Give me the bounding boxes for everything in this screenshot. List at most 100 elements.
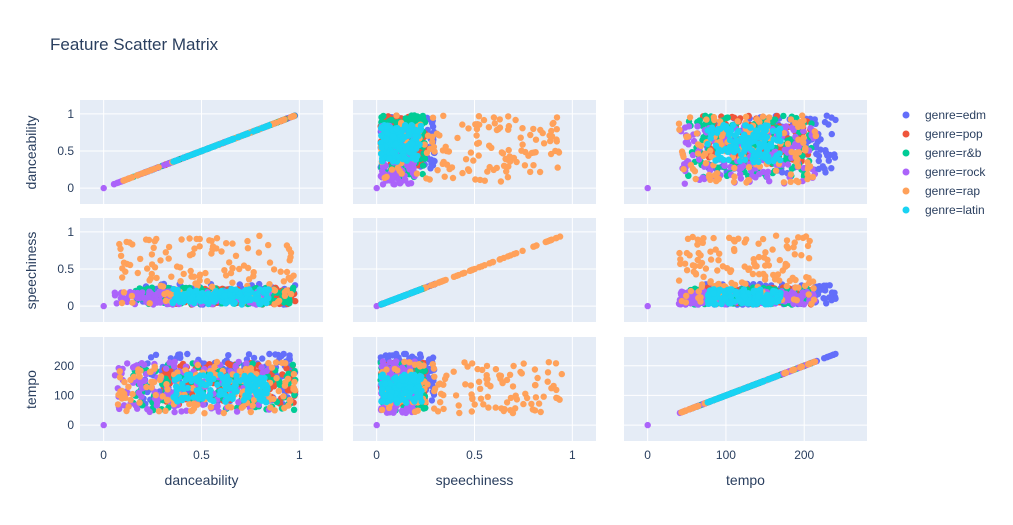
- point-rap: [742, 280, 749, 287]
- point-rap: [242, 365, 249, 373]
- panel-danceability-vs-tempo: [624, 100, 867, 206]
- point-rap: [496, 116, 503, 123]
- point-rap: [530, 125, 537, 133]
- point-rap: [285, 274, 292, 282]
- point-edm: [825, 157, 832, 164]
- point-rap: [804, 159, 811, 166]
- point-rap: [440, 112, 447, 120]
- point-latin: [415, 127, 423, 134]
- point-latin: [741, 131, 748, 138]
- point-latin: [383, 123, 391, 130]
- point-rap: [675, 277, 683, 284]
- point-rap: [283, 287, 290, 294]
- point-rap: [118, 299, 126, 307]
- point-rap: [536, 168, 544, 176]
- point-rap: [727, 267, 735, 274]
- point-rap: [475, 113, 483, 120]
- point-rap: [782, 263, 789, 270]
- point-rap: [427, 282, 435, 289]
- point-latin: [382, 136, 390, 143]
- point-rap: [244, 237, 251, 245]
- point-latin: [726, 143, 733, 151]
- point-rap: [227, 404, 235, 411]
- point-rap: [677, 256, 684, 263]
- point-latin: [407, 290, 414, 297]
- point-latin: [714, 129, 721, 136]
- point-rap: [130, 373, 138, 380]
- point-rap: [683, 292, 690, 299]
- point-latin: [393, 126, 400, 133]
- point-rock: [738, 164, 745, 171]
- point-rap: [795, 149, 803, 156]
- point-rap: [129, 390, 136, 398]
- point-rap: [413, 170, 421, 177]
- point-rap: [134, 269, 141, 277]
- point-edm: [259, 355, 266, 362]
- point-rap: [700, 235, 707, 242]
- point-latin: [413, 145, 420, 152]
- point-rap: [116, 368, 124, 375]
- point-rap: [247, 408, 254, 416]
- point-edm: [184, 350, 191, 358]
- point-rap: [157, 282, 164, 289]
- point-rock: [124, 360, 131, 367]
- point-rap: [229, 279, 236, 286]
- point-rap: [795, 178, 802, 186]
- point-latin: [225, 137, 233, 144]
- point-rap: [774, 271, 782, 278]
- point-latin: [745, 300, 752, 307]
- point-rap: [455, 271, 462, 279]
- point-latin: [172, 157, 179, 164]
- point-rap: [532, 136, 540, 143]
- point-rap: [281, 382, 289, 389]
- point-rock: [139, 289, 146, 296]
- point-rock: [258, 364, 265, 371]
- point-latin: [727, 293, 735, 301]
- point-rap: [495, 125, 502, 133]
- panel-speechiness-vs-tempo: [624, 218, 867, 324]
- point-rap: [429, 138, 436, 145]
- point-rap: [793, 159, 800, 166]
- point-rap: [798, 252, 805, 259]
- point-edm: [272, 351, 279, 358]
- point-latin: [750, 133, 757, 140]
- point-rap: [441, 173, 448, 180]
- point-rock: [373, 184, 380, 192]
- point-latin: [767, 295, 775, 302]
- point-rap: [542, 238, 549, 246]
- point-rap: [165, 243, 173, 251]
- point-rap: [119, 274, 126, 281]
- point-latin: [409, 155, 416, 162]
- y-tick-label: 1: [67, 225, 74, 239]
- point-rap: [500, 162, 508, 169]
- point-rap: [714, 176, 722, 183]
- point-rap: [787, 178, 794, 185]
- point-rap: [273, 374, 280, 382]
- y-axis-title: speechiness: [23, 232, 39, 310]
- point-edm: [280, 350, 287, 358]
- point-rap: [731, 247, 738, 255]
- point-latin: [754, 151, 762, 158]
- point-rap: [504, 174, 512, 181]
- point-latin: [732, 143, 740, 150]
- point-edm: [831, 154, 839, 161]
- point-rap: [680, 166, 687, 173]
- point-rap: [191, 245, 198, 252]
- point-edm: [826, 151, 834, 159]
- point-latin: [378, 132, 385, 139]
- point-rock: [171, 408, 178, 416]
- point-rap: [533, 242, 540, 249]
- point-rap: [698, 283, 705, 290]
- point-rap: [519, 247, 526, 254]
- point-latin: [377, 150, 385, 158]
- point-rnb: [388, 116, 395, 124]
- point-rap: [759, 113, 767, 120]
- point-rock: [140, 294, 148, 302]
- point-rap: [117, 245, 124, 252]
- point-rap: [143, 383, 150, 391]
- point-rap: [690, 268, 697, 275]
- point-rock: [144, 406, 151, 413]
- point-rap: [681, 260, 689, 267]
- point-latin: [761, 154, 768, 162]
